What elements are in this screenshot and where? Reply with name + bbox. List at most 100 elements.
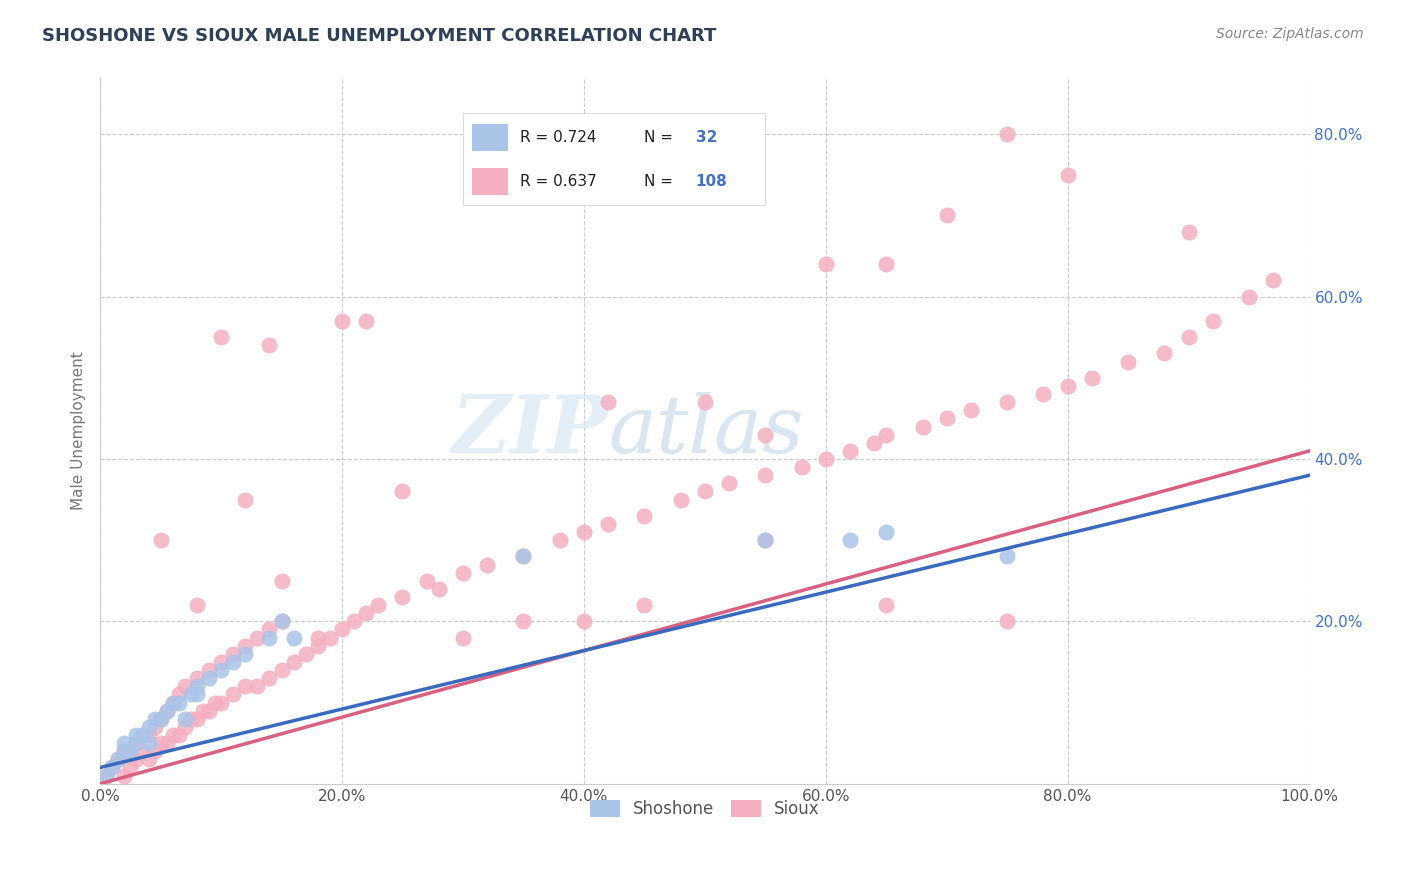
Point [512, 615, 534, 629]
Point [1056, 379, 1078, 393]
Point [343, 615, 366, 629]
Point [209, 655, 232, 669]
Point [149, 712, 172, 726]
Point [451, 631, 474, 645]
Y-axis label: Male Unemployment: Male Unemployment [72, 351, 86, 510]
Point [112, 736, 135, 750]
Point [143, 720, 166, 734]
Text: atlas: atlas [607, 392, 803, 469]
Point [143, 712, 166, 726]
Point [391, 484, 413, 499]
Point [204, 696, 226, 710]
Point [270, 615, 292, 629]
Point [107, 752, 129, 766]
Point [198, 663, 221, 677]
Point [995, 615, 1018, 629]
Point [112, 744, 135, 758]
Point [222, 647, 245, 661]
Point [814, 452, 837, 467]
Point [572, 615, 595, 629]
Point [209, 663, 232, 677]
Point [120, 760, 142, 774]
Point [209, 696, 232, 710]
Point [935, 411, 957, 425]
Point [548, 533, 571, 548]
Point [1032, 387, 1054, 401]
Point [180, 688, 202, 702]
Point [1177, 225, 1199, 239]
Point [198, 704, 221, 718]
Point [512, 549, 534, 564]
Point [475, 558, 498, 572]
Point [149, 533, 172, 548]
Point [754, 427, 776, 442]
Point [222, 688, 245, 702]
Point [1263, 273, 1285, 287]
Point [875, 427, 897, 442]
Point [156, 736, 179, 750]
Point [246, 679, 269, 693]
Point [186, 688, 208, 702]
Point [270, 663, 292, 677]
Point [233, 639, 256, 653]
Point [995, 128, 1018, 142]
Point [596, 516, 619, 531]
Point [222, 655, 245, 669]
Point [391, 590, 413, 604]
Point [156, 704, 179, 718]
Point [839, 533, 862, 548]
Point [1177, 330, 1199, 344]
Point [162, 728, 184, 742]
Point [367, 598, 389, 612]
Point [693, 484, 716, 499]
Point [693, 395, 716, 409]
Point [209, 330, 232, 344]
Point [173, 720, 195, 734]
Point [270, 615, 292, 629]
Point [814, 257, 837, 271]
Point [596, 395, 619, 409]
Point [1081, 371, 1104, 385]
Point [96, 769, 118, 783]
Point [162, 696, 184, 710]
Point [669, 492, 692, 507]
Point [1202, 314, 1225, 328]
Text: SHOSHONE VS SIOUX MALE UNEMPLOYMENT CORRELATION CHART: SHOSHONE VS SIOUX MALE UNEMPLOYMENT CORR… [42, 27, 717, 45]
Point [633, 508, 655, 523]
Point [149, 712, 172, 726]
Point [839, 443, 862, 458]
Point [718, 476, 741, 491]
Point [259, 623, 281, 637]
Point [572, 524, 595, 539]
Point [330, 314, 353, 328]
Text: Source: ZipAtlas.com: Source: ZipAtlas.com [1216, 27, 1364, 41]
Point [120, 744, 142, 758]
Point [125, 736, 148, 750]
Point [138, 720, 160, 734]
Point [131, 728, 153, 742]
Point [112, 744, 135, 758]
Point [138, 728, 160, 742]
Point [307, 631, 329, 645]
Point [754, 468, 776, 483]
Point [173, 679, 195, 693]
Point [270, 574, 292, 588]
Point [995, 549, 1018, 564]
Point [101, 760, 124, 774]
Point [995, 395, 1018, 409]
Point [138, 736, 160, 750]
Point [875, 257, 897, 271]
Point [186, 712, 208, 726]
Point [246, 631, 269, 645]
Point [131, 744, 153, 758]
Point [354, 314, 377, 328]
Point [186, 679, 208, 693]
Point [790, 460, 813, 475]
Point [875, 598, 897, 612]
Point [173, 712, 195, 726]
Point [259, 631, 281, 645]
Point [167, 696, 190, 710]
Point [259, 338, 281, 352]
Point [143, 744, 166, 758]
Point [125, 752, 148, 766]
